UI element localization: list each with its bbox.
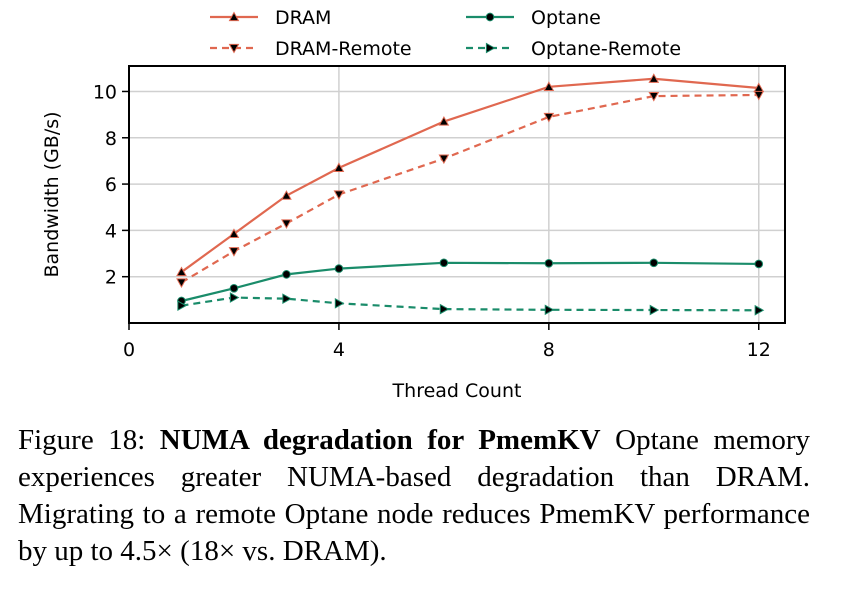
- data-point: [754, 259, 764, 269]
- data-point: [334, 297, 345, 309]
- legend: DRAM DRAM-Remote Optane Optane-Remote: [210, 7, 681, 60]
- data-point: [754, 304, 765, 316]
- data-point: [543, 81, 555, 91]
- y-axis-label: Bandwidth (GB/s): [41, 111, 63, 277]
- legend-label: Optane: [531, 7, 601, 29]
- legend-label: DRAM-Remote: [275, 38, 412, 60]
- data-point: [228, 43, 240, 54]
- data-point: [485, 12, 495, 22]
- figure-caption: Figure 18: NUMA degradation for PmemKV O…: [18, 422, 810, 570]
- data-point: [177, 300, 188, 311]
- bandwidth-chart: 0 4 8 12 2 4 6 8 10 Thread Count Bandwidth (GB/s…: [41, 7, 786, 402]
- x-axis-label: Thread Count: [392, 380, 522, 402]
- data-point: [334, 264, 344, 273]
- data-point: [543, 112, 555, 123]
- plot-frame: [128, 65, 786, 324]
- series-line: [180, 93, 759, 284]
- series-line: [180, 77, 759, 273]
- data-point: [228, 228, 240, 238]
- data-point: [281, 219, 292, 229]
- legend-item: DRAM: [210, 7, 331, 29]
- data-point: [282, 293, 292, 305]
- data-point: [649, 258, 659, 268]
- x-tick-label: 8: [543, 339, 555, 361]
- series-optane-remote: [177, 292, 765, 316]
- series-dram-remote: [176, 90, 765, 289]
- series-optane: [177, 258, 764, 306]
- series-line: [181, 261, 759, 303]
- caption-title: NUMA degradation for PmemKV: [159, 424, 601, 456]
- axis-ticks: 0 4 8 12 2 4 6 8 10: [93, 81, 771, 361]
- data-point: [228, 11, 240, 22]
- data-point: [176, 278, 187, 289]
- legend-label: Optane-Remote: [531, 38, 681, 60]
- series-dram: [176, 73, 765, 277]
- data-point: [281, 190, 292, 200]
- data-point: [282, 270, 291, 279]
- data-point: [648, 73, 660, 83]
- data-point: [228, 247, 240, 257]
- y-tick-label: 8: [105, 128, 117, 150]
- x-tick-label: 12: [747, 339, 771, 361]
- data-point: [438, 154, 450, 165]
- x-tick-label: 4: [333, 339, 345, 361]
- y-tick-label: 2: [105, 267, 117, 289]
- legend-label: DRAM: [275, 7, 331, 29]
- legend-item: Optane-Remote: [466, 38, 681, 60]
- data-point: [176, 266, 187, 277]
- legend-item: Optane: [466, 7, 601, 29]
- legend-item: DRAM-Remote: [210, 38, 412, 60]
- caption-body: Optane memory experiences greater NUMA-b…: [18, 424, 811, 567]
- data-point: [333, 190, 345, 201]
- data-point: [439, 303, 450, 315]
- data-point: [485, 42, 496, 54]
- series-group: [176, 73, 765, 316]
- data-point: [648, 91, 660, 102]
- y-tick-label: 6: [105, 174, 117, 196]
- data-point: [439, 258, 449, 268]
- data-point: [544, 304, 555, 316]
- data-point: [229, 292, 240, 303]
- data-point: [649, 304, 660, 316]
- series-line: [181, 296, 759, 312]
- data-point: [753, 90, 765, 101]
- grid-lines: [128, 66, 785, 323]
- x-tick-label: 0: [123, 339, 135, 361]
- y-tick-label: 10: [93, 81, 117, 103]
- data-point: [229, 283, 239, 293]
- data-point: [438, 116, 450, 126]
- data-point: [544, 258, 554, 268]
- data-point: [333, 162, 345, 172]
- figure-label: Figure 18:: [18, 424, 146, 456]
- y-tick-label: 4: [105, 220, 117, 242]
